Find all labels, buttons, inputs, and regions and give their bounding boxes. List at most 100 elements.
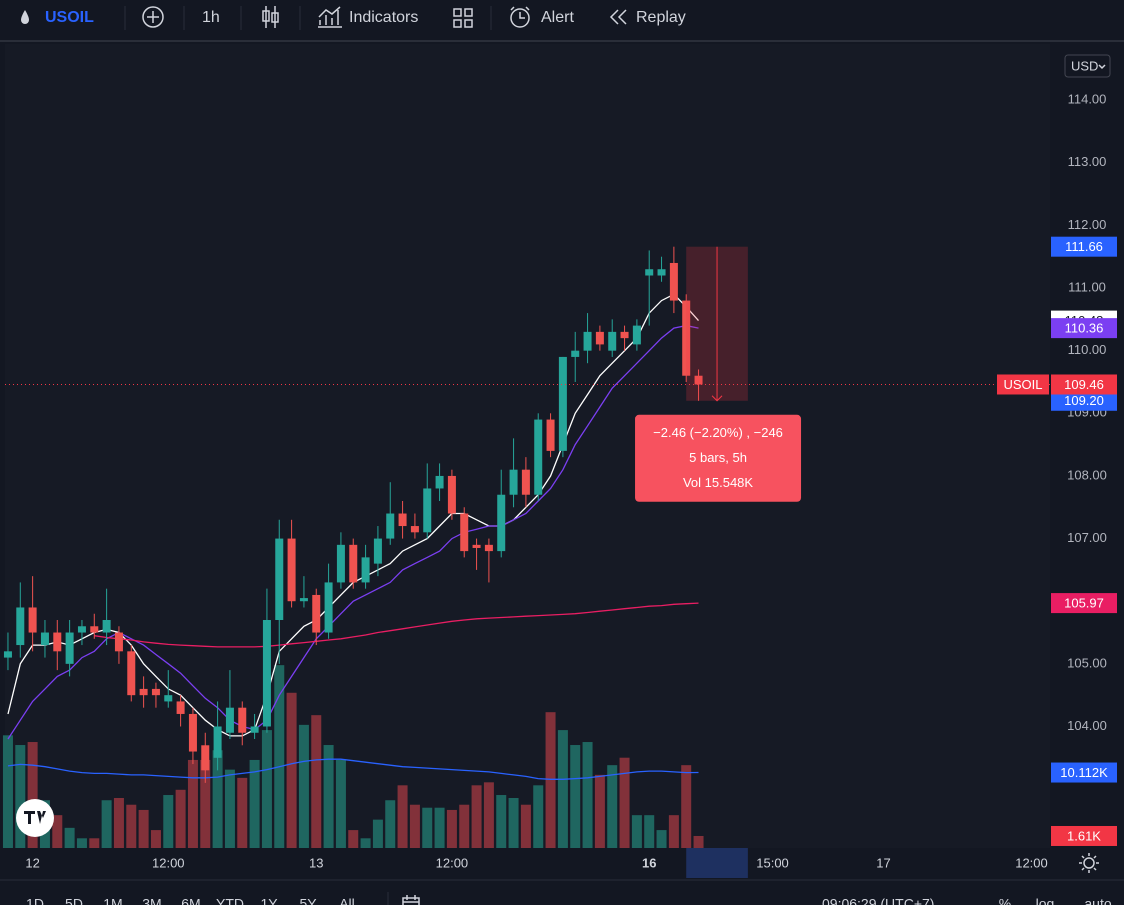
volume-bar [237, 777, 248, 848]
volume-bar [533, 785, 544, 848]
volume-bar [311, 715, 322, 848]
scale-option[interactable]: log [1036, 896, 1055, 905]
price-axis [1050, 44, 1124, 848]
candle-body [188, 713, 197, 752]
price-label-bg [1051, 825, 1117, 846]
bottom-bar: 1D 5D 1M 3M 6M YTD 1Y 5Y All 09:06:29 (UTC+7)% log… [26, 896, 1112, 905]
range-button[interactable]: 1Y [260, 896, 278, 905]
alert-icon[interactable] [510, 8, 530, 28]
y-tick-label: 113.00 [1068, 154, 1107, 169]
settings-button[interactable] [1083, 857, 1095, 869]
volume-layer [2, 665, 704, 848]
replay-button[interactable]: Replay [636, 9, 686, 26]
candle-body [275, 538, 284, 621]
candle-body [65, 632, 74, 664]
volume-bar [261, 730, 272, 848]
chart-type-button[interactable] [262, 6, 279, 28]
range-button[interactable]: 3M [142, 896, 161, 905]
price-label-bg [1051, 318, 1117, 339]
currency[interactable]: USD [1071, 58, 1098, 73]
scale-option[interactable]: % [999, 896, 1011, 905]
measure-arrowhead [711, 395, 723, 402]
y-tick-label: 105.00 [1067, 655, 1107, 670]
symbol-icon[interactable] [21, 10, 29, 24]
volume-bar [668, 815, 679, 848]
volume-bar [446, 809, 457, 848]
candle-body [114, 632, 123, 652]
interval[interactable]: 1h [202, 9, 220, 26]
candle-body [497, 494, 506, 552]
indicators-button[interactable]: Indicators [349, 9, 418, 26]
range-button[interactable]: All [339, 896, 355, 905]
candle-body [53, 632, 62, 652]
x-tick-label: 12:00 [1015, 855, 1048, 870]
volume-bar [607, 765, 618, 848]
volume-bar [459, 804, 470, 848]
currency-button[interactable] [1064, 54, 1111, 78]
candle-body [127, 651, 136, 696]
range-button[interactable]: 1D [26, 896, 44, 905]
candle-body [682, 300, 691, 376]
candle-body [521, 469, 530, 495]
candle-body [558, 356, 567, 451]
volume-bar [693, 835, 704, 848]
volume-bar [89, 838, 100, 848]
candle-body [90, 626, 99, 633]
candle-body [3, 651, 12, 658]
candle-body [16, 607, 25, 646]
candle-body [213, 726, 222, 758]
candle-body [472, 544, 481, 548]
x-tick-label: 12:00 [152, 855, 185, 870]
volume-bar [249, 759, 260, 848]
volume-bar [434, 807, 445, 848]
plus-icon [147, 11, 159, 23]
volume-bar [187, 759, 198, 848]
range-button[interactable]: YTD [216, 896, 244, 905]
alert-button[interactable]: Alert [541, 9, 574, 26]
y-tick-label: 111.00 [1068, 279, 1106, 294]
volume-bar [496, 795, 507, 848]
volume-bar [372, 819, 383, 848]
candle-body [40, 632, 49, 646]
price-label: 10.112K [1060, 765, 1108, 780]
indicators-icon[interactable] [318, 6, 342, 28]
candle-body [571, 350, 580, 357]
candle-body [595, 331, 604, 345]
volume-bar [520, 804, 531, 848]
candle-body [645, 269, 654, 276]
replay-icon[interactable] [609, 9, 627, 25]
y-tick-label: 112.00 [1068, 217, 1107, 232]
volume-bar [409, 804, 420, 848]
candle-body [361, 557, 370, 583]
layouts-button[interactable] [453, 8, 473, 28]
measure-range [686, 848, 748, 878]
volume-bar [200, 759, 211, 848]
volume-bar [274, 665, 285, 848]
volume-bar [2, 735, 13, 848]
symbol-tag-bg [997, 374, 1049, 395]
candle-body [287, 538, 296, 602]
compare-button[interactable] [142, 6, 164, 28]
price-label: 105.97 [1064, 596, 1104, 611]
date-range-button[interactable] [402, 895, 420, 905]
range-button[interactable]: 6M [181, 896, 200, 905]
range-button[interactable]: 1M [103, 896, 122, 905]
range-button[interactable]: 5Y [299, 896, 317, 905]
volume-bar [27, 742, 38, 848]
scale-option[interactable]: auto [1084, 896, 1111, 905]
candle-body [373, 538, 382, 564]
symbol[interactable]: USOIL [45, 9, 94, 26]
volume-bar [681, 765, 692, 848]
y-tick-label: 110.00 [1068, 342, 1107, 357]
range-button[interactable]: 5D [65, 896, 83, 905]
volume-bar [76, 838, 87, 848]
clock: 09:06:29 (UTC+7) [822, 896, 934, 905]
volume-bar [212, 750, 223, 848]
candle-body [484, 544, 493, 552]
volume-bar [52, 815, 63, 848]
axes: 104.00105.00106.00107.00108.00109.00110.… [25, 92, 1117, 878]
price-label-bg [1051, 236, 1117, 257]
logo[interactable] [16, 799, 54, 837]
volume-bar [570, 745, 581, 848]
candle-body [238, 707, 247, 733]
